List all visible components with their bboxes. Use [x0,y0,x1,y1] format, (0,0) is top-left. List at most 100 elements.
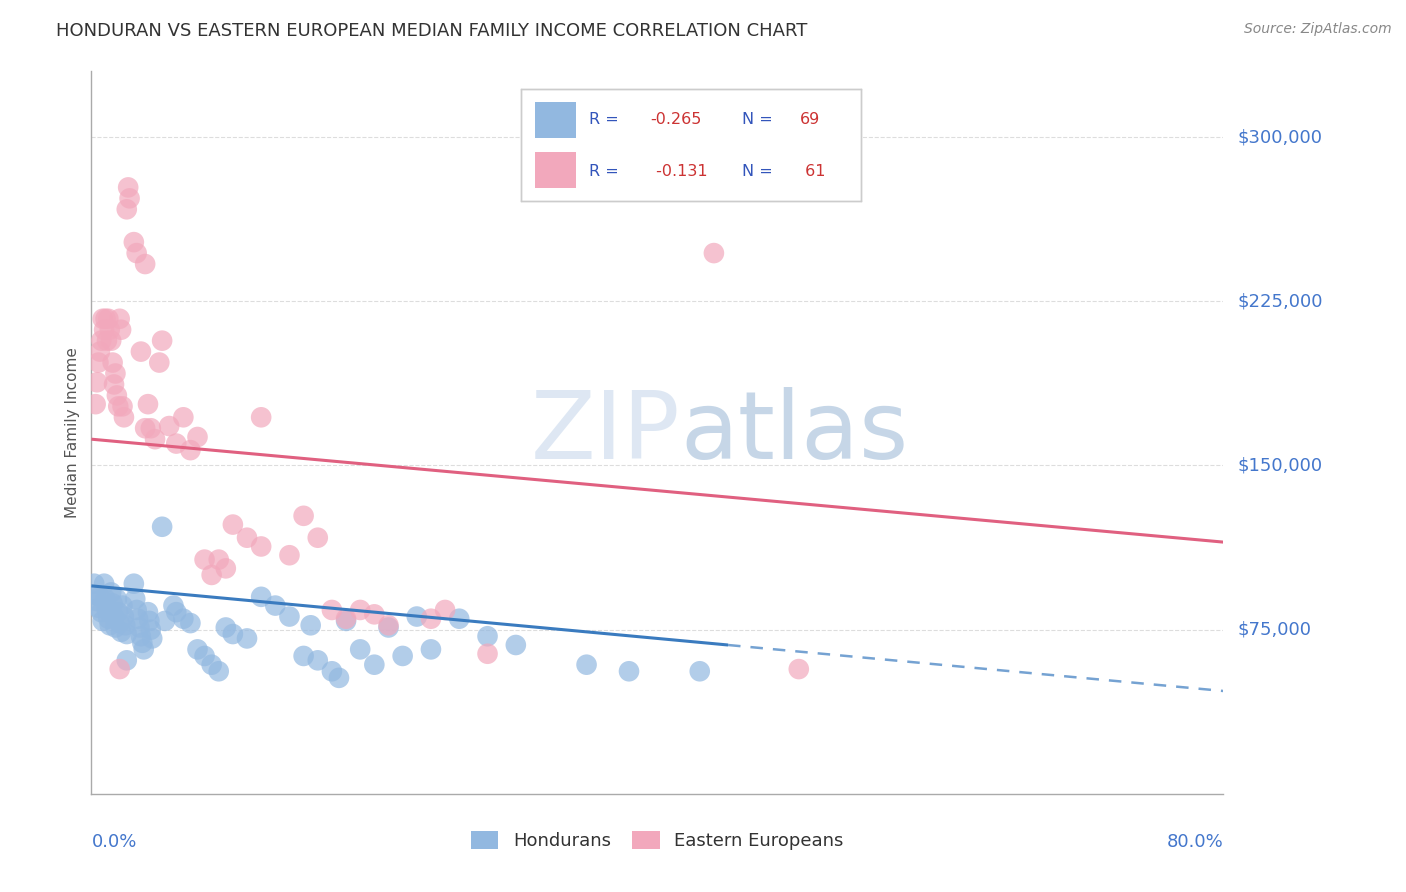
Text: $75,000: $75,000 [1237,621,1312,639]
Point [104,620,127,634]
Point [787,662,810,676]
Point [250,540,273,554]
Point [222,517,245,532]
Point [105,388,128,402]
Point [93,576,115,591]
Point [215,620,238,634]
Point [127,612,149,626]
Point [90,334,112,348]
Text: 0.0%: 0.0% [91,833,136,851]
Point [328,671,350,685]
Point [617,665,640,679]
Point [477,647,499,661]
Point [136,397,159,411]
Point [703,246,725,260]
Text: HONDURAN VS EASTERN EUROPEAN MEDIAN FAMILY INCOME CORRELATION CHART: HONDURAN VS EASTERN EUROPEAN MEDIAN FAMI… [56,22,807,40]
Point [110,624,132,639]
Point [278,609,301,624]
Text: $150,000: $150,000 [1237,457,1322,475]
Point [419,642,441,657]
Point [112,609,135,624]
Point [150,520,173,534]
Point [419,612,441,626]
Point [153,614,176,628]
Point [103,377,125,392]
Point [100,585,122,599]
Point [143,432,166,446]
Point [165,605,187,619]
Point [134,421,156,435]
Point [100,334,122,348]
Point [349,642,371,657]
Point [162,599,184,613]
Point [405,609,427,624]
Point [125,246,148,260]
Text: ZIP: ZIP [530,386,681,479]
Point [110,323,132,337]
Point [84,588,107,602]
Point [363,607,385,622]
Point [117,180,139,194]
Point [250,410,273,425]
Point [89,590,111,604]
Point [391,648,413,663]
Point [108,311,131,326]
Point [335,614,357,628]
Point [349,603,371,617]
Text: Source: ZipAtlas.com: Source: ZipAtlas.com [1244,22,1392,37]
Point [299,618,322,632]
Point [250,590,273,604]
Point [87,355,110,369]
Point [83,576,105,591]
Point [139,421,162,435]
Point [111,599,134,613]
Point [165,436,187,450]
Point [236,531,259,545]
Point [307,653,329,667]
Point [101,596,124,610]
Point [186,642,208,657]
Point [112,410,135,425]
Point [138,614,160,628]
Point [115,627,138,641]
Point [96,603,118,617]
Text: $300,000: $300,000 [1237,128,1322,146]
Point [193,648,217,663]
Point [115,202,138,217]
Point [186,430,208,444]
Point [105,592,128,607]
Point [96,334,118,348]
Point [108,616,131,631]
Point [172,410,194,425]
Point [208,552,231,566]
Point [107,400,129,414]
Point [179,616,201,631]
Point [278,548,301,562]
Point [86,376,108,390]
Point [193,552,217,566]
Point [208,665,231,679]
Point [98,323,121,337]
Point [505,638,527,652]
Point [115,653,138,667]
Point [222,627,245,641]
Point [363,657,385,672]
Point [172,612,194,626]
Point [150,334,173,348]
Point [179,443,201,458]
Point [128,620,150,634]
Point [292,648,315,663]
Point [129,629,152,643]
Point [111,400,134,414]
Point [101,355,124,369]
Legend: Hondurans, Eastern Europeans: Hondurans, Eastern Europeans [471,830,844,850]
Point [94,311,117,326]
Point [136,605,159,619]
Point [124,592,146,607]
Point [122,235,145,249]
Point [131,636,153,650]
Point [377,620,399,634]
Point [84,397,107,411]
Point [139,623,162,637]
Point [575,657,598,672]
